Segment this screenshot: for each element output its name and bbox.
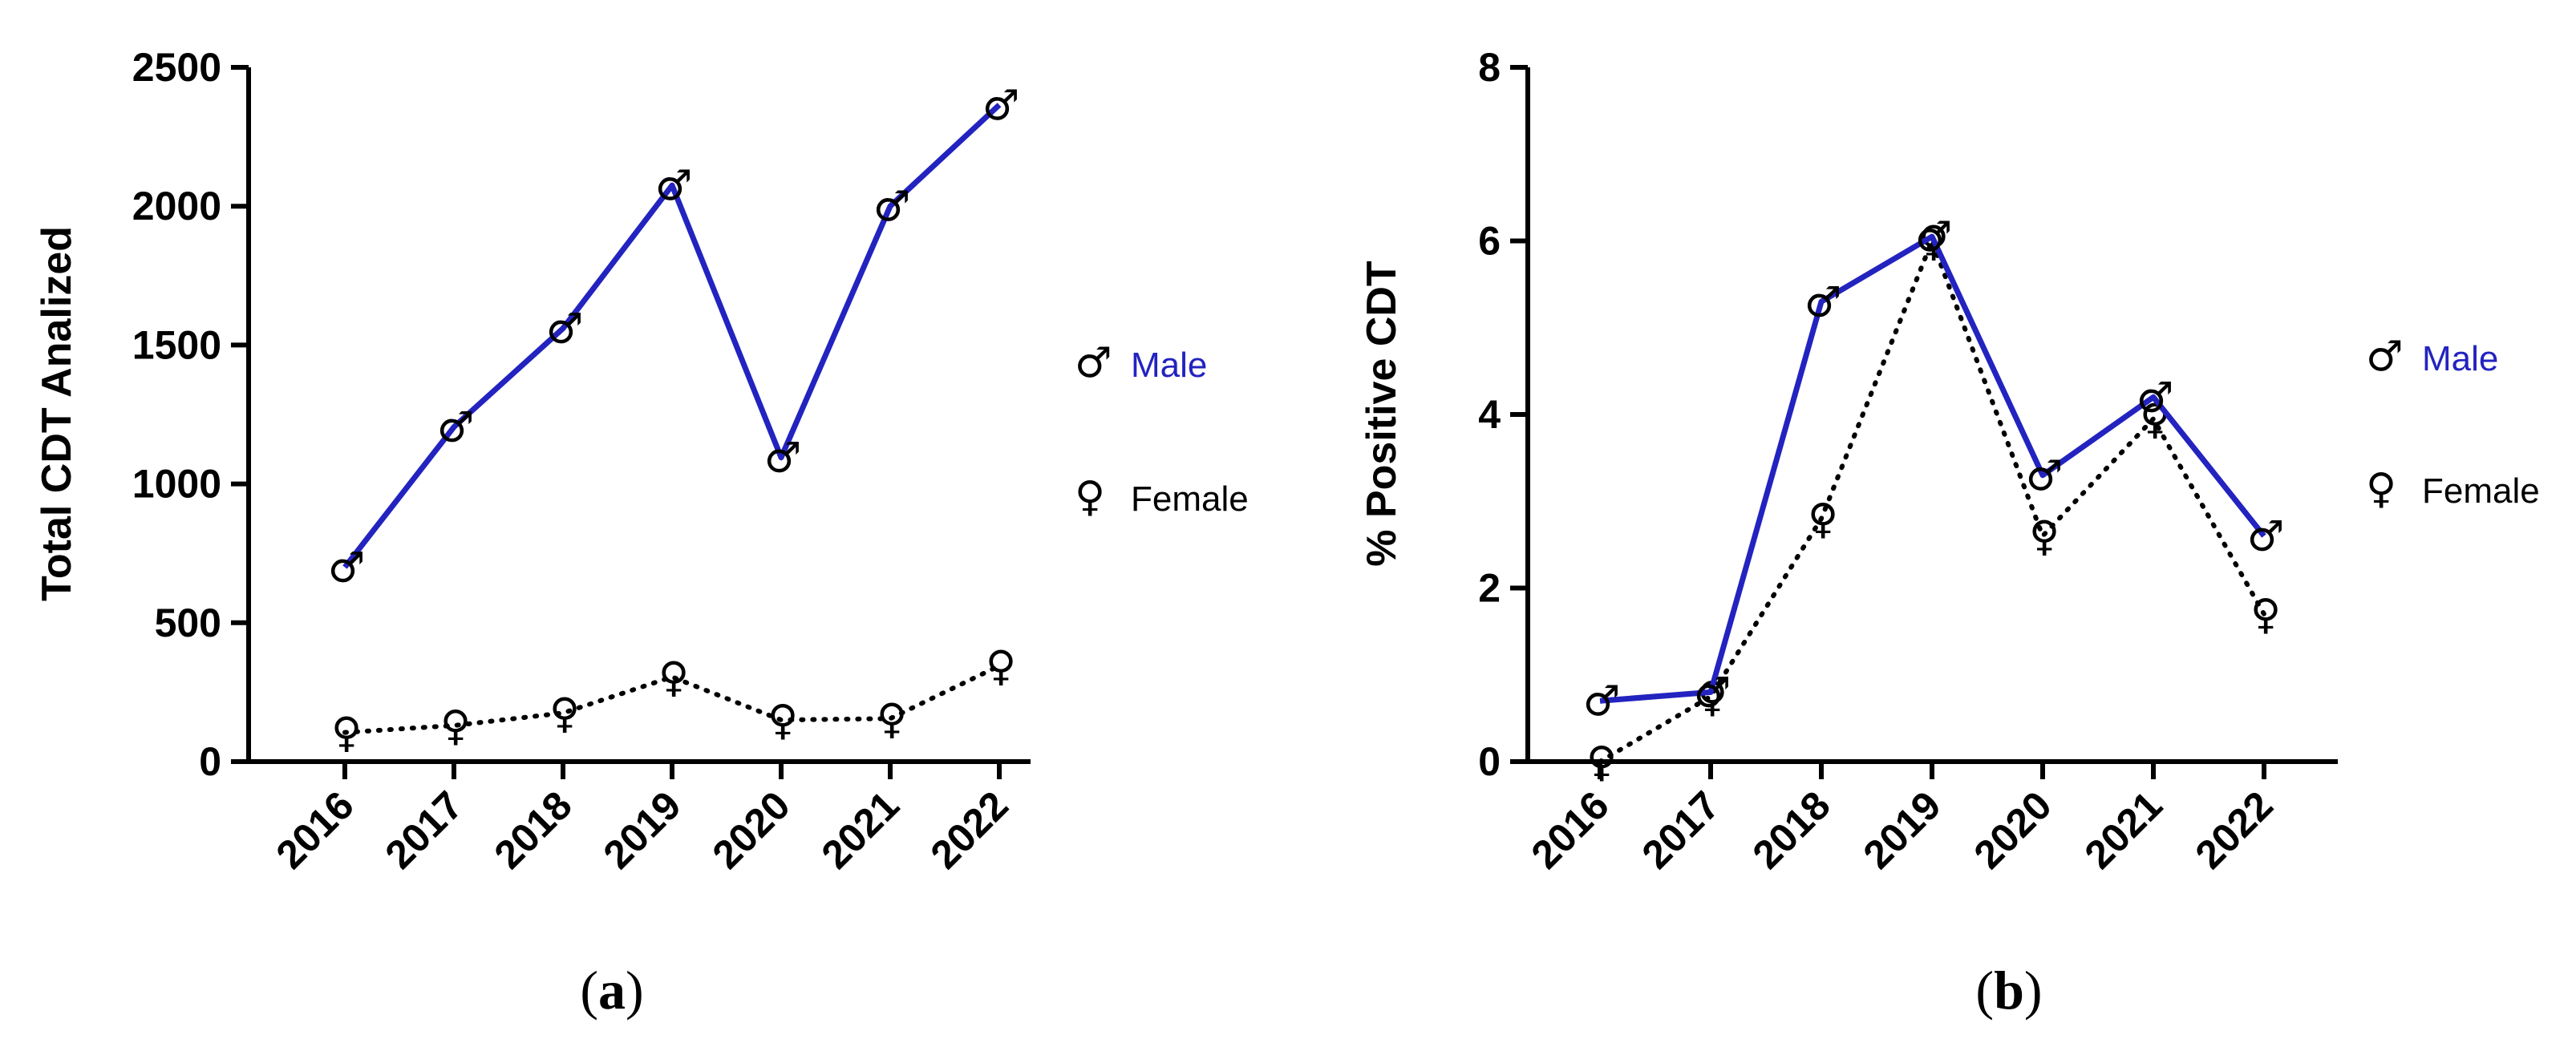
- data-point-male: ♂: [328, 544, 366, 592]
- data-point-male: ♂: [1583, 677, 1621, 726]
- x-tick-label: 2022: [2187, 782, 2282, 877]
- legend-symbol-female: ♀: [2366, 465, 2396, 513]
- x-tick-label: 2017: [377, 782, 472, 877]
- y-tick-label: 6: [1478, 219, 1501, 264]
- data-point-female: ♀: [2250, 591, 2281, 639]
- legend-symbol-female: ♀: [1075, 473, 1105, 521]
- data-point-male: ♂: [2137, 374, 2174, 422]
- y-tick-label: 0: [1478, 739, 1501, 784]
- legend-label-female: Female: [2422, 471, 2540, 511]
- chart-panel-a: 0 500 1000 1500 2000 2500 2016 2017 2018 2019 2020…: [34, 45, 1249, 1021]
- series-line-female: [1598, 234, 2266, 764]
- x-tick-label: 2018: [1744, 782, 1839, 877]
- data-point-male: ♂: [546, 305, 584, 354]
- data-point-female: ♀: [440, 702, 471, 750]
- data-point-male: ♂: [1915, 213, 1953, 261]
- data-point-female: ♀: [986, 642, 1016, 690]
- x-tick-label: 2016: [1523, 782, 1618, 877]
- legend-symbol-male: ♂: [1075, 339, 1112, 387]
- x-tick-label: 2018: [486, 782, 581, 877]
- y-tick-label: 1500: [132, 322, 221, 367]
- series-line-male: [1599, 233, 2266, 704]
- data-point-female: ♀: [658, 653, 689, 701]
- y-tick-label: 0: [199, 739, 221, 784]
- legend-label-male: Male: [2422, 339, 2498, 378]
- data-point-male: ♂: [1804, 278, 1842, 326]
- x-tick-label: 2022: [922, 782, 1017, 877]
- data-point-female: ♀: [877, 695, 907, 743]
- y-tick-label: 4: [1478, 392, 1501, 437]
- data-point-male: ♂: [2026, 452, 2064, 500]
- legend-label-male: Male: [1131, 346, 1207, 385]
- y-tick-label: 500: [155, 600, 221, 645]
- data-point-female: ♀: [331, 710, 362, 758]
- panel-label: (a): [580, 960, 643, 1021]
- y-tick-label: 2: [1478, 566, 1501, 611]
- x-tick-label: 2017: [1634, 782, 1728, 877]
- series-line-male: [342, 103, 1002, 569]
- legend-label-female: Female: [1131, 479, 1249, 519]
- y-axis-title: Total CDT Analized: [34, 226, 80, 601]
- data-point-male: ♂: [437, 404, 475, 452]
- y-tick-label: 1000: [132, 462, 221, 507]
- y-tick-label: 2500: [132, 45, 221, 90]
- y-axis-title: % Positive CDT: [1359, 261, 1405, 567]
- x-tick-label: 2020: [704, 782, 799, 877]
- y-tick-label: 2000: [132, 184, 221, 228]
- data-point-male: ♂: [2247, 513, 2285, 561]
- data-point-male: ♂: [764, 435, 802, 483]
- panel-label: (b): [1975, 960, 2042, 1021]
- x-tick-label: 2021: [2076, 782, 2171, 877]
- data-point-female: ♀: [1586, 738, 1617, 786]
- x-tick-label: 2019: [1855, 782, 1950, 877]
- data-point-male: ♂: [1694, 669, 1732, 717]
- legend-symbol-male: ♂: [2366, 333, 2404, 381]
- data-point-male: ♂: [982, 82, 1020, 130]
- data-point-female: ♀: [768, 697, 798, 745]
- x-tick-label: 2020: [1966, 782, 2060, 877]
- x-tick-label: 2016: [268, 782, 363, 877]
- y-tick-label: 8: [1478, 45, 1501, 90]
- x-tick-label: 2021: [813, 782, 908, 877]
- chart-panel-b: 0 2 4 6 8 2016 2017 2018 2019 2020 2021 2022 % Posit…: [1359, 45, 2540, 1021]
- data-point-female: ♀: [1808, 495, 1838, 544]
- x-tick-label: 2019: [595, 782, 690, 877]
- data-point-female: ♀: [2029, 513, 2060, 561]
- data-point-male: ♂: [873, 183, 911, 231]
- data-point-male: ♂: [655, 162, 693, 210]
- data-point-female: ♀: [549, 689, 580, 738]
- series-line-female: [342, 663, 1002, 735]
